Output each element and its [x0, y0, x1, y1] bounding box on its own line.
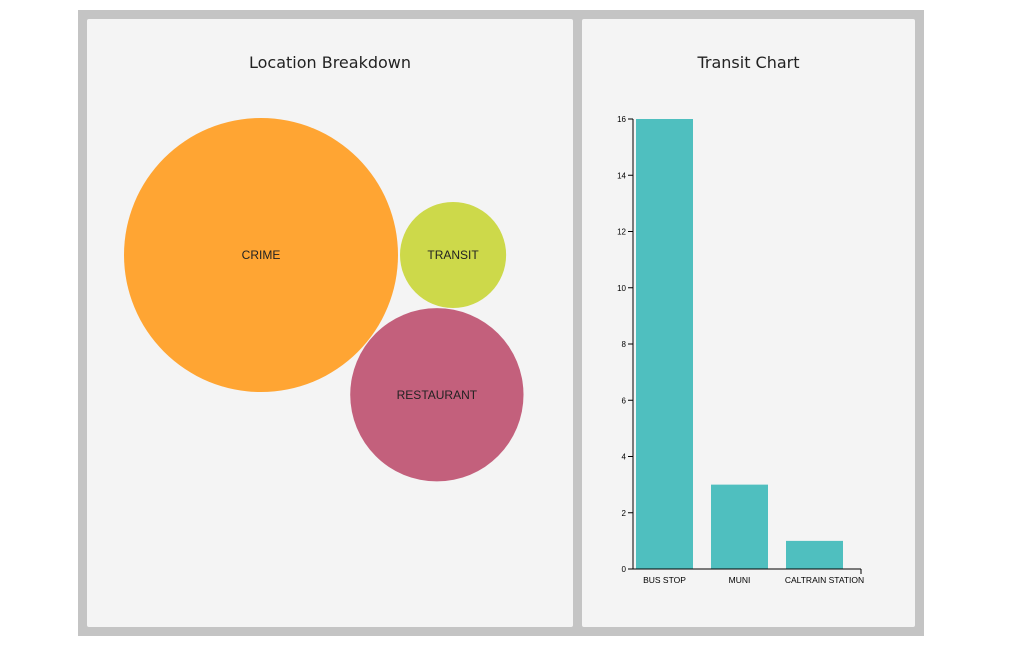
y-tick-label: 14 [617, 171, 626, 180]
crime-bubble-label: CRIME [242, 248, 281, 262]
transit-bubble-label: TRANSIT [427, 248, 479, 262]
bubble-chart: CRIME TRANSIT RESTAURANT [124, 118, 524, 482]
bus-stop-bar[interactable] [636, 119, 693, 569]
muni-bar-label: MUNI [729, 575, 751, 585]
location-breakdown-panel: Location Breakdown CRIME TRANSIT RESTAURAN… [87, 19, 573, 627]
caltrain-station-bar[interactable] [786, 540, 843, 569]
y-tick-label: 0 [622, 565, 627, 574]
caltrain-station-bar-label: CALTRAIN STATION [785, 575, 864, 585]
transit-chart-panel: Transit Chart 0 2 4 6 8 10 12 14 16 BUS STOP MUNI C… [582, 19, 915, 627]
restaurant-bubble[interactable] [350, 308, 524, 482]
y-tick-label: 6 [622, 396, 627, 405]
muni-bar[interactable] [711, 484, 768, 569]
bus-stop-bar-label: BUS STOP [643, 575, 686, 585]
y-tick-label: 2 [622, 509, 627, 518]
restaurant-bubble-label: RESTAURANT [397, 388, 478, 402]
transit-chart-title: Transit Chart [697, 53, 800, 72]
y-tick-label: 12 [617, 228, 626, 237]
y-tick-label: 16 [617, 115, 626, 124]
y-tick-label: 8 [622, 340, 627, 349]
crime-bubble[interactable] [124, 118, 398, 392]
transit-bar-chart: 0 2 4 6 8 10 12 14 16 BUS STOP MUNI CALTRAIN STATIO… [617, 115, 864, 585]
location-breakdown-title: Location Breakdown [248, 53, 412, 72]
y-tick-label: 4 [622, 453, 627, 462]
y-tick-label: 10 [617, 284, 626, 293]
transit-bubble[interactable] [400, 201, 507, 309]
